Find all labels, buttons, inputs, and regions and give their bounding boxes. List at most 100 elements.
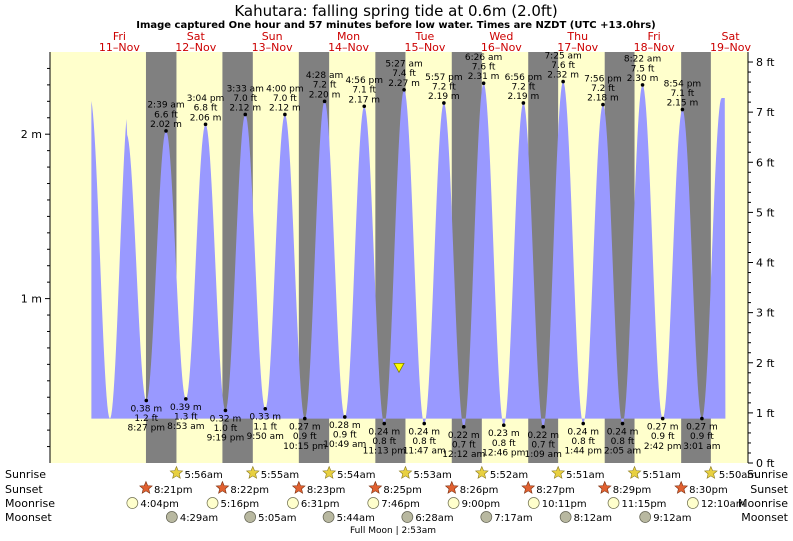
low-tide-label: 0.8 ft bbox=[492, 439, 516, 449]
right-tick-label: 7 ft bbox=[756, 106, 775, 119]
moonrise-icon bbox=[686, 497, 699, 509]
sunrise-star-icon bbox=[169, 465, 184, 479]
low-tide-label: 0.9 ft bbox=[690, 432, 714, 442]
sunset-time: 8:23pm bbox=[307, 485, 346, 496]
moonrise-time: 11:15pm bbox=[622, 499, 667, 510]
sunrise-star-icon bbox=[627, 465, 642, 479]
moonrise-row-label-right: Moonrise bbox=[738, 497, 788, 510]
day-label-date: 13–Nov bbox=[252, 41, 293, 54]
moonrise-icon bbox=[287, 497, 299, 509]
astro-events: 5:56am 5:55am 5:54am 5:53am 5:52am 5:51am 5:51… bbox=[126, 465, 757, 524]
low-tide-label: 0.7 ft bbox=[452, 440, 476, 450]
low-tide-label: 1.2 ft bbox=[134, 414, 158, 424]
high-tide-label: 5:57 pm bbox=[425, 73, 463, 83]
sunrise-time: 5:54am bbox=[337, 470, 375, 481]
low-tide-label: 0.24 m bbox=[408, 428, 440, 438]
high-tide-label: 7.1 ft bbox=[671, 89, 695, 99]
right-tick-label: 2 ft bbox=[756, 357, 775, 370]
low-tide-label: 8:27 pm bbox=[128, 424, 166, 434]
low-tide-point bbox=[263, 406, 268, 411]
low-tide-point bbox=[342, 415, 347, 419]
high-tide-point bbox=[481, 81, 486, 86]
low-tide-label: 12:12 am bbox=[442, 450, 485, 460]
sunset-time: 8:22pm bbox=[230, 485, 269, 496]
high-tide-label: 2.19 m bbox=[428, 92, 460, 102]
tide-curve bbox=[91, 81, 726, 427]
low-tide-label: 0.39 m bbox=[170, 403, 202, 413]
day-label-name: Wed bbox=[489, 30, 513, 43]
moonrise-icon bbox=[367, 497, 380, 509]
high-tide-label: 8:22 am bbox=[624, 55, 661, 65]
high-tide-label: 5:27 am bbox=[385, 60, 422, 70]
tide-area bbox=[91, 81, 726, 427]
low-tide-label: 0.22 m bbox=[448, 431, 480, 441]
low-tide-label: 0.9 ft bbox=[333, 431, 357, 441]
moonrise-row-label-left: Moonrise bbox=[5, 497, 55, 510]
high-tide-label: 7.4 ft bbox=[392, 69, 416, 79]
moonrise-time: 6:31pm bbox=[301, 499, 340, 510]
right-tick-label: 8 ft bbox=[756, 56, 775, 69]
moonset-icon bbox=[559, 511, 572, 523]
astro-rows: Sunrise Sunset Moonrise Moonset Sunrise … bbox=[5, 468, 789, 524]
right-tick-label: 1 ft bbox=[756, 407, 775, 420]
sunrise-time: 5:51am bbox=[643, 470, 681, 481]
low-tide-label: 8:53 am bbox=[167, 422, 204, 432]
sunset-star-icon bbox=[139, 480, 153, 494]
moonset-time: 6:28am bbox=[415, 513, 453, 524]
high-tide-label: 2.06 m bbox=[190, 113, 222, 123]
moonrise-icon bbox=[206, 497, 219, 509]
right-tick-label: 6 ft bbox=[756, 156, 775, 169]
high-tide-label: 2.31 m bbox=[468, 72, 500, 82]
low-tide-label: 2:05 am bbox=[604, 447, 641, 457]
moonset-icon bbox=[401, 511, 414, 523]
day-label-date: 11–Nov bbox=[99, 41, 140, 54]
high-tide-label: 2.18 m bbox=[587, 94, 619, 104]
low-tide-label: 1:44 pm bbox=[564, 447, 602, 457]
sunrise-star-icon bbox=[245, 465, 260, 479]
sunset-time: 8:30pm bbox=[689, 485, 728, 496]
right-tick-label: 4 ft bbox=[756, 257, 775, 270]
low-tide-point bbox=[144, 398, 149, 403]
low-tide-point bbox=[541, 425, 545, 429]
sunset-star-icon bbox=[444, 480, 459, 494]
day-label-name: Sun bbox=[262, 30, 283, 43]
sunrise-star-icon bbox=[551, 465, 566, 479]
low-tide-label: 10:49 am bbox=[323, 440, 366, 450]
low-tide-point bbox=[461, 425, 466, 429]
low-tide-label: 0.24 m bbox=[607, 428, 639, 438]
low-tide-label: 0.9 ft bbox=[651, 432, 675, 442]
low-tide-label: 0.8 ft bbox=[372, 437, 396, 447]
low-tide-label: 1.1 ft bbox=[253, 422, 277, 432]
low-tide-label: 0.8 ft bbox=[611, 437, 635, 447]
low-tide-point bbox=[184, 397, 188, 401]
low-tide-label: 1.0 ft bbox=[214, 424, 238, 434]
current-level-marker bbox=[393, 362, 405, 374]
low-tide-label: 0.23 m bbox=[488, 429, 520, 439]
sunrise-time: 5:56am bbox=[184, 470, 222, 481]
low-tide-label: 1:09 am bbox=[525, 450, 562, 460]
moonset-icon bbox=[480, 511, 493, 523]
moonset-row-label-left: Moonset bbox=[5, 511, 52, 524]
low-tide-label: 0.7 ft bbox=[531, 440, 555, 450]
low-tide-label: 9:19 pm bbox=[207, 434, 245, 444]
low-tide-label: 9:50 am bbox=[247, 432, 284, 442]
high-tide-label: 6:26 am bbox=[465, 53, 502, 63]
moonrise-time: 4:04pm bbox=[140, 499, 179, 510]
high-tide-label: 7:56 pm bbox=[584, 74, 622, 84]
high-tide-point bbox=[164, 129, 168, 133]
high-tide-label: 7.2 ft bbox=[591, 84, 615, 94]
moonrise-time: 7:46pm bbox=[381, 499, 420, 510]
moonset-time: 4:29am bbox=[180, 513, 218, 524]
high-tide-point bbox=[243, 112, 248, 117]
moonrise-icon bbox=[607, 497, 620, 509]
high-tide-point bbox=[442, 101, 446, 105]
chart-subtitle: Image captured One hour and 57 minutes b… bbox=[136, 20, 656, 31]
low-tide-point bbox=[382, 421, 387, 426]
moonrise-icon bbox=[447, 497, 460, 509]
high-tide-label: 7.6 ft bbox=[472, 63, 496, 73]
low-tide-point bbox=[302, 416, 307, 421]
high-tide-label: 7:25 am bbox=[544, 51, 581, 61]
high-tide-label: 3:33 am bbox=[227, 84, 264, 94]
high-tide-label: 3:04 pm bbox=[187, 94, 225, 104]
